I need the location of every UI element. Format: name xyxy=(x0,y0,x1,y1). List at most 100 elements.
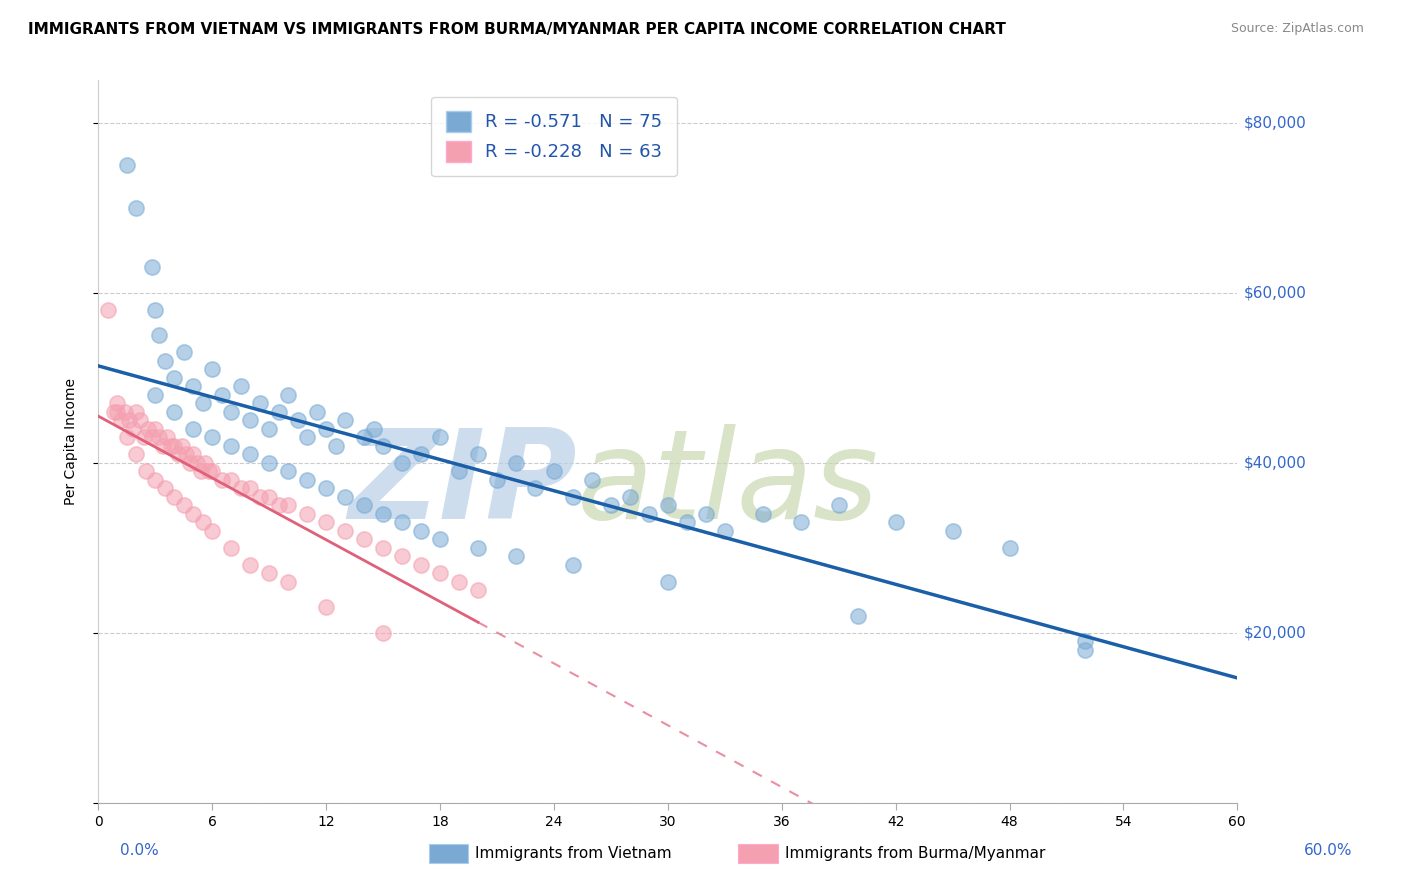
Point xyxy=(107,396,129,410)
Point xyxy=(267,498,290,512)
Point xyxy=(259,566,281,581)
Point xyxy=(97,302,120,317)
Point xyxy=(371,625,394,640)
Point xyxy=(619,490,641,504)
Point xyxy=(486,473,509,487)
Point xyxy=(695,507,717,521)
Point xyxy=(221,405,243,419)
Point xyxy=(297,507,319,521)
Y-axis label: Per Capita Income: Per Capita Income xyxy=(63,378,77,505)
Point xyxy=(239,413,262,427)
Point xyxy=(505,456,527,470)
Point xyxy=(159,439,181,453)
Point xyxy=(163,490,186,504)
Point xyxy=(467,583,489,598)
Point xyxy=(505,549,527,564)
Point xyxy=(173,345,195,359)
Point xyxy=(752,507,775,521)
Text: IMMIGRANTS FROM VIETNAM VS IMMIGRANTS FROM BURMA/MYANMAR PER CAPITA INCOME CORRE: IMMIGRANTS FROM VIETNAM VS IMMIGRANTS FR… xyxy=(28,22,1007,37)
Point xyxy=(145,473,167,487)
Point xyxy=(411,447,433,461)
Point xyxy=(277,574,299,589)
Point xyxy=(145,388,167,402)
Point xyxy=(183,507,205,521)
Point xyxy=(156,430,179,444)
Point xyxy=(884,516,907,530)
Point xyxy=(638,507,661,521)
Point xyxy=(125,405,148,419)
Point xyxy=(267,405,290,419)
Point xyxy=(543,464,565,478)
Point xyxy=(148,328,170,343)
Point xyxy=(191,396,214,410)
Point xyxy=(183,422,205,436)
Point xyxy=(136,422,159,436)
Point xyxy=(998,541,1021,555)
Text: $80,000: $80,000 xyxy=(1244,115,1308,130)
Legend: R = -0.571   N = 75, R = -0.228   N = 63: R = -0.571 N = 75, R = -0.228 N = 63 xyxy=(432,96,676,176)
Point xyxy=(115,158,138,172)
Point xyxy=(657,574,679,589)
Point xyxy=(194,456,217,470)
Point xyxy=(201,524,224,538)
Text: ZIP: ZIP xyxy=(349,425,576,545)
Text: 60.0%: 60.0% xyxy=(1305,843,1353,858)
Point xyxy=(562,490,585,504)
Point xyxy=(363,422,385,436)
Point xyxy=(110,413,132,427)
Point xyxy=(315,516,337,530)
Point xyxy=(186,456,208,470)
Point xyxy=(118,413,141,427)
Point xyxy=(174,447,197,461)
Point xyxy=(148,430,170,444)
Text: $20,000: $20,000 xyxy=(1244,625,1308,640)
Point xyxy=(657,498,679,512)
Point xyxy=(828,498,851,512)
Point xyxy=(447,464,470,478)
Point xyxy=(170,439,193,453)
Point xyxy=(201,430,224,444)
Point xyxy=(335,413,357,427)
Point xyxy=(132,430,155,444)
Text: 0.0%: 0.0% xyxy=(120,843,159,858)
Point xyxy=(167,447,190,461)
Point xyxy=(297,473,319,487)
Text: Source: ZipAtlas.com: Source: ZipAtlas.com xyxy=(1230,22,1364,36)
Point xyxy=(581,473,603,487)
Point xyxy=(183,379,205,393)
Point xyxy=(353,498,375,512)
Point xyxy=(259,490,281,504)
Point xyxy=(371,507,394,521)
Point xyxy=(714,524,737,538)
Point xyxy=(179,456,201,470)
Point xyxy=(221,541,243,555)
Point xyxy=(163,439,186,453)
Point xyxy=(391,549,413,564)
Point xyxy=(277,388,299,402)
Point xyxy=(145,302,167,317)
Text: Immigrants from Burma/Myanmar: Immigrants from Burma/Myanmar xyxy=(785,847,1045,861)
Point xyxy=(467,541,489,555)
Point xyxy=(467,447,489,461)
Text: atlas: atlas xyxy=(576,425,879,545)
Point xyxy=(249,396,271,410)
Text: Immigrants from Vietnam: Immigrants from Vietnam xyxy=(475,847,672,861)
Point xyxy=(115,430,138,444)
Point xyxy=(562,558,585,572)
Point xyxy=(103,405,125,419)
Point xyxy=(239,558,262,572)
Point xyxy=(239,481,262,495)
Point xyxy=(163,371,186,385)
Point xyxy=(229,481,252,495)
Point xyxy=(277,464,299,478)
Point xyxy=(353,533,375,547)
Point xyxy=(145,422,167,436)
Point xyxy=(201,362,224,376)
Point xyxy=(125,201,148,215)
Text: $60,000: $60,000 xyxy=(1244,285,1308,301)
Point xyxy=(211,388,233,402)
Point xyxy=(277,498,299,512)
Point xyxy=(411,524,433,538)
Point xyxy=(141,260,163,275)
Point xyxy=(325,439,347,453)
